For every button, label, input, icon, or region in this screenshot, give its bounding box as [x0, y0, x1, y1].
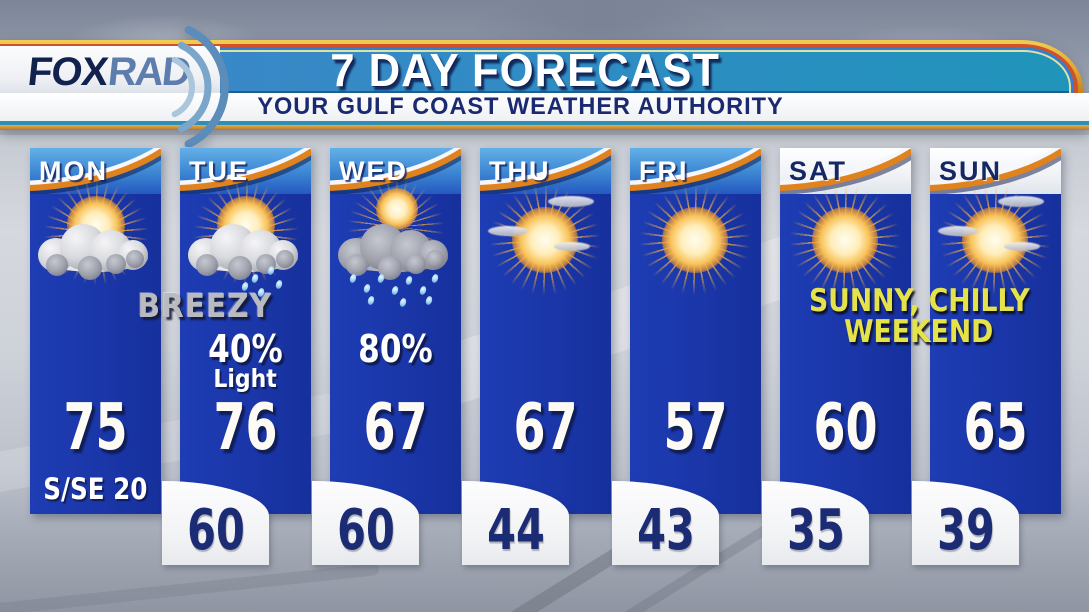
wind-label: S/SE 20	[43, 472, 148, 506]
precip-note: Light	[213, 364, 278, 393]
high-temp: 67	[363, 391, 428, 465]
day-column-wed: WED 80% 67 60	[312, 148, 461, 565]
page-title: 7 DAY FORECAST	[330, 44, 720, 96]
radar-arcs-icon	[171, 26, 229, 147]
day-header: SUN	[930, 148, 1061, 194]
sunny-icon	[638, 184, 753, 296]
subtitle: YOUR GULF COAST WEATHER AUTHORITY	[256, 93, 784, 120]
low-temp-box: 43	[612, 481, 719, 565]
day-column-sat: SAT 60 35	[762, 148, 911, 565]
swoosh-accent-icon	[930, 148, 1061, 194]
day-header: WED	[330, 148, 461, 194]
weekend-annotation-line2: WEEKEND	[844, 314, 994, 350]
day-header: SAT	[780, 148, 911, 194]
low-temp-box: 35	[762, 481, 869, 565]
header-banner: 7 DAY FORECAST YOUR GULF COAST WEATHER A…	[0, 26, 1089, 147]
high-temp: 75	[63, 391, 128, 465]
day-label: MON	[39, 155, 108, 186]
low-temp: 60	[336, 498, 395, 563]
forecast-columns: MON 75 S/SE 20 TUE 40% Light 76 60	[30, 148, 1061, 565]
breezy-annotation: BREEZY	[137, 286, 273, 325]
day-label: SUN	[939, 155, 1003, 186]
low-temp: 39	[936, 498, 995, 563]
swoosh-accent-icon	[630, 148, 761, 194]
high-temp: 60	[813, 391, 878, 465]
day-column-fri: FRI 57 43	[612, 148, 761, 565]
low-temp-box: 44	[462, 481, 569, 565]
day-label: WED	[339, 155, 408, 186]
day-column-mon: MON 75 S/SE 20	[30, 148, 161, 514]
day-label: TUE	[189, 155, 249, 186]
low-temp-box: 39	[912, 481, 1019, 565]
high-temp: 76	[213, 391, 278, 465]
high-temp: 67	[513, 391, 578, 465]
logo-fox-text: FOX	[25, 50, 110, 94]
low-temp: 44	[486, 498, 545, 563]
high-temp: 57	[663, 391, 728, 465]
low-temp-box: 60	[162, 481, 269, 565]
mostly-sunny-icon	[938, 184, 1053, 296]
partly-cloudy-icon	[38, 180, 153, 288]
day-label: SAT	[789, 155, 847, 186]
day-column-tue: TUE 40% Light 76 60	[162, 148, 311, 565]
day-header: THU	[480, 148, 611, 194]
swoosh-accent-icon	[780, 148, 911, 194]
weekend-annotation: SUNNY, CHILLY WEEKEND	[773, 286, 1065, 348]
precip-chance: 40%	[208, 327, 283, 371]
low-temp-box: 60	[312, 481, 419, 565]
precip-chance: 80%	[358, 327, 433, 371]
rain-icon	[338, 178, 453, 308]
light-rain-icon	[188, 180, 303, 298]
swoosh-accent-icon	[480, 148, 611, 194]
teal-divider	[0, 121, 1089, 125]
day-column-thu: THU 67 44	[462, 148, 611, 565]
day-header: MON	[30, 148, 161, 194]
high-temp: 65	[963, 391, 1028, 465]
weekend-annotation-line1: SUNNY, CHILLY	[808, 283, 1030, 319]
day-column-sun: SUN 65 39	[912, 148, 1061, 565]
orange-divider	[0, 125, 1089, 130]
sunny-icon	[788, 184, 903, 296]
low-temp: 60	[186, 498, 245, 563]
day-label: THU	[489, 155, 551, 186]
low-temp: 35	[786, 498, 845, 563]
low-temp: 43	[636, 498, 695, 563]
day-label: FRI	[639, 155, 689, 186]
mostly-sunny-icon	[488, 184, 603, 296]
